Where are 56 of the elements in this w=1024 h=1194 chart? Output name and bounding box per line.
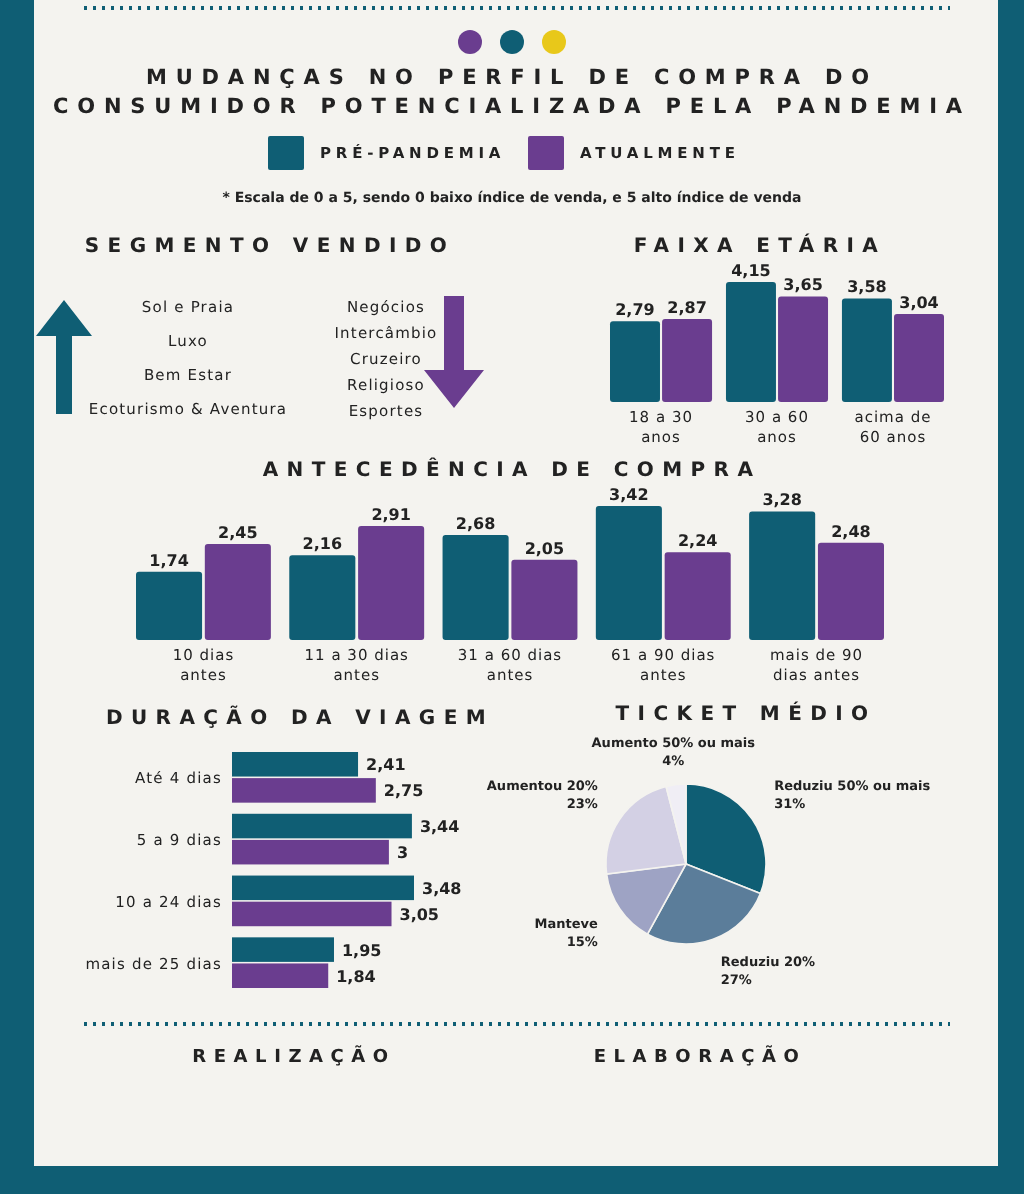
data-label: 3,65 [783,276,824,295]
bar [894,314,944,402]
data-label: 2,24 [677,532,719,551]
data-label: 2,68 [455,514,497,533]
data-label: 3,28 [762,491,803,510]
bar [841,298,892,402]
data-label: 4,15 [731,262,772,280]
bar [817,542,884,640]
bar [358,525,425,640]
data-label: 1,74 [149,551,190,570]
chart-title: DURAÇÃO DA VIAGEM [105,704,495,730]
data-label: 3 [396,844,409,863]
bar [778,296,829,402]
bar [595,506,662,640]
bar [610,321,660,402]
data-label: 2,91 [371,505,412,524]
bar [204,544,271,640]
bar [136,571,203,640]
bar [232,937,334,962]
text: MUDANÇAS NO PERFIL DE COMPRA DO CONSUMIDOR POTENCIALIZADA PELA PANDEMIA [53,66,971,120]
chart-title: FAIXA ETÁRIA [633,232,887,258]
data-label: 1,84 [336,967,377,986]
text: SEGMENTO VENDIDO [84,236,456,258]
bar [289,555,356,640]
data-label: 2,87 [667,299,707,318]
bar [725,282,776,402]
data-label: 2,05 [524,539,565,558]
bar [232,875,414,901]
data-label: 3,42 [609,486,649,504]
data-label: 2,75 [383,782,425,801]
data-label: 1,95 [341,941,383,960]
chart-title: ANTECEDÊNCIA DE COMPRA [262,456,762,482]
bar [232,752,359,777]
data-label: 3,05 [399,905,440,924]
bar [749,511,816,640]
bar [232,839,389,865]
bar [232,963,329,988]
data-label: 2,48 [831,522,872,541]
data-label: 3,58 [847,278,888,297]
text: ELABORAÇÃO [593,1044,807,1068]
bar [442,534,509,640]
data-label: 3,48 [422,879,463,898]
bar [232,778,376,803]
bar [662,319,713,402]
bar [511,559,578,640]
data-label: 2,79 [615,301,656,320]
data-label: 3,44 [419,818,461,837]
bar [232,813,412,839]
chart-title: TICKET MÉDIO [615,700,877,726]
data-label: 2,41 [366,756,407,775]
data-label: 3,04 [899,294,940,313]
data-label: 2,45 [218,524,259,543]
data-label: 2,16 [302,535,343,554]
bar [664,552,731,640]
text: REALIZAÇÃO [192,1044,396,1068]
bar [232,901,392,927]
